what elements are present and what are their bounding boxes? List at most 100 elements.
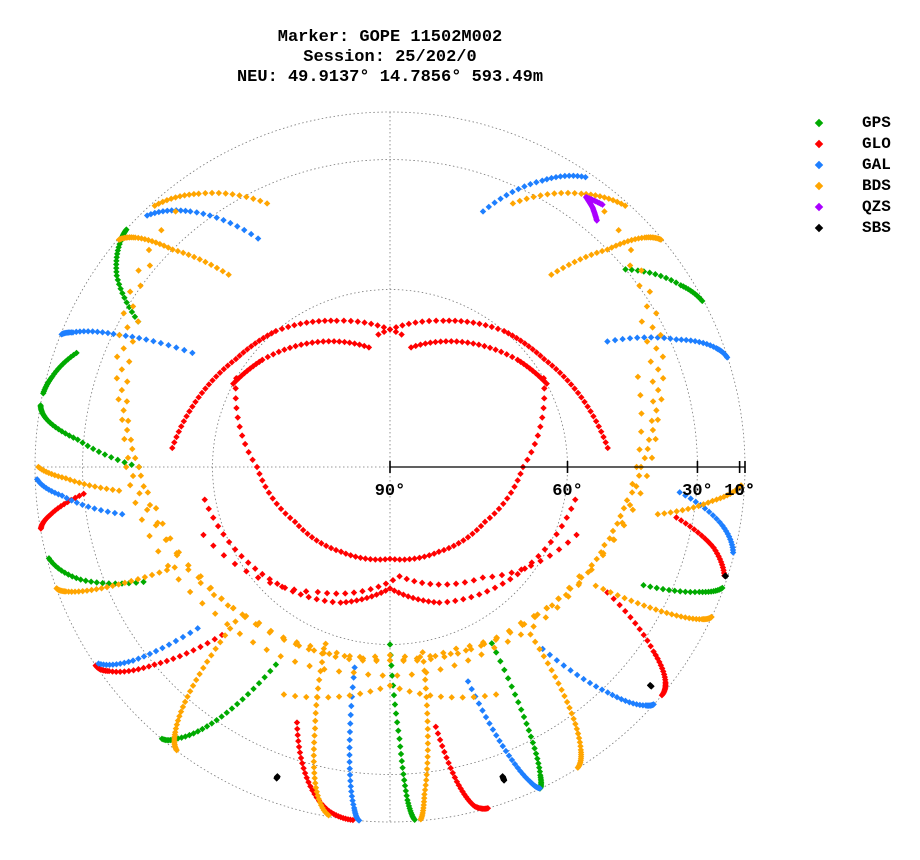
observation-point <box>455 540 462 547</box>
observation-point <box>159 208 167 215</box>
observation-point <box>309 318 316 325</box>
observation-point <box>604 444 611 452</box>
observation-point <box>400 591 407 598</box>
observation-point <box>464 534 472 541</box>
observation-point <box>143 506 151 514</box>
observation-point <box>140 483 147 490</box>
observation-point <box>658 691 666 699</box>
track-qzs <box>582 193 606 224</box>
observation-point <box>97 506 105 514</box>
observation-point <box>567 381 575 388</box>
observation-point <box>537 557 544 565</box>
observation-point <box>347 317 355 325</box>
observation-point <box>541 546 549 553</box>
observation-point <box>593 555 600 563</box>
observation-point <box>644 637 651 644</box>
observation-point <box>123 426 131 434</box>
observation-point <box>676 489 683 496</box>
observation-point <box>390 691 398 699</box>
observation-point <box>322 542 330 550</box>
observation-point <box>228 705 236 712</box>
observation-point <box>497 195 504 203</box>
observation-point <box>262 483 269 490</box>
observation-point <box>245 448 252 456</box>
observation-point <box>427 692 434 699</box>
observation-point <box>627 246 635 254</box>
observation-point <box>414 596 422 603</box>
observation-point <box>437 338 444 345</box>
observation-point <box>89 328 96 335</box>
observation-point <box>175 549 183 556</box>
observation-point <box>648 454 656 462</box>
observation-point <box>222 190 229 197</box>
observation-point <box>189 682 197 689</box>
observation-point <box>587 191 595 198</box>
observation-point <box>528 559 535 566</box>
observation-point <box>75 588 82 595</box>
observation-point <box>539 414 546 421</box>
observation-point <box>626 335 634 342</box>
observation-point <box>673 612 680 619</box>
observation-point <box>647 642 654 650</box>
observation-point <box>649 426 657 434</box>
observation-point <box>121 579 129 587</box>
observation-point <box>229 191 236 198</box>
observation-point <box>611 336 619 344</box>
track-glo <box>673 514 728 579</box>
observation-point <box>346 652 354 660</box>
observation-point <box>310 739 318 746</box>
observation-point <box>653 345 660 352</box>
observation-point <box>358 596 366 603</box>
observation-point <box>398 757 406 765</box>
observation-point <box>170 655 177 662</box>
observation-point <box>79 439 86 447</box>
observation-point <box>146 501 154 509</box>
observation-point <box>678 336 685 343</box>
observation-point <box>424 718 431 725</box>
observation-point <box>115 487 123 494</box>
observation-point <box>592 192 599 199</box>
observation-point <box>225 538 233 546</box>
observation-point <box>351 340 358 347</box>
observation-point <box>650 701 657 708</box>
observation-point <box>402 787 410 795</box>
observation-point <box>491 510 498 517</box>
observation-point <box>217 638 224 646</box>
observation-point <box>232 618 239 625</box>
observation-point <box>302 588 310 595</box>
observation-point <box>352 553 359 560</box>
track-glo <box>200 531 580 597</box>
observation-point <box>192 398 199 406</box>
observation-point <box>386 585 394 592</box>
observation-point <box>135 267 142 274</box>
track-gal <box>604 334 731 361</box>
observation-point <box>588 251 595 258</box>
observation-point <box>588 562 595 569</box>
observation-point <box>445 544 453 552</box>
observation-point <box>736 483 743 491</box>
observation-point <box>400 657 407 665</box>
observation-point <box>646 269 653 276</box>
observation-point <box>498 571 506 579</box>
observation-point <box>281 346 288 353</box>
observation-point <box>58 567 65 574</box>
track-gal <box>346 664 363 824</box>
observation-point <box>140 653 148 660</box>
observation-point <box>220 365 228 373</box>
observation-point <box>698 532 705 539</box>
observation-point <box>499 580 506 587</box>
observation-point <box>657 236 665 243</box>
observation-point <box>278 583 286 590</box>
observation-point <box>73 574 80 582</box>
observation-point <box>220 216 227 224</box>
observation-point <box>470 340 477 347</box>
observation-point <box>505 627 513 635</box>
observation-point <box>396 556 403 563</box>
observation-point <box>359 657 367 664</box>
observation-point <box>661 510 668 517</box>
observation-point <box>364 671 372 678</box>
observation-point <box>350 674 357 681</box>
elevation-tick-label: 90° <box>375 482 406 501</box>
observation-point <box>267 667 274 675</box>
observation-point <box>125 580 133 587</box>
